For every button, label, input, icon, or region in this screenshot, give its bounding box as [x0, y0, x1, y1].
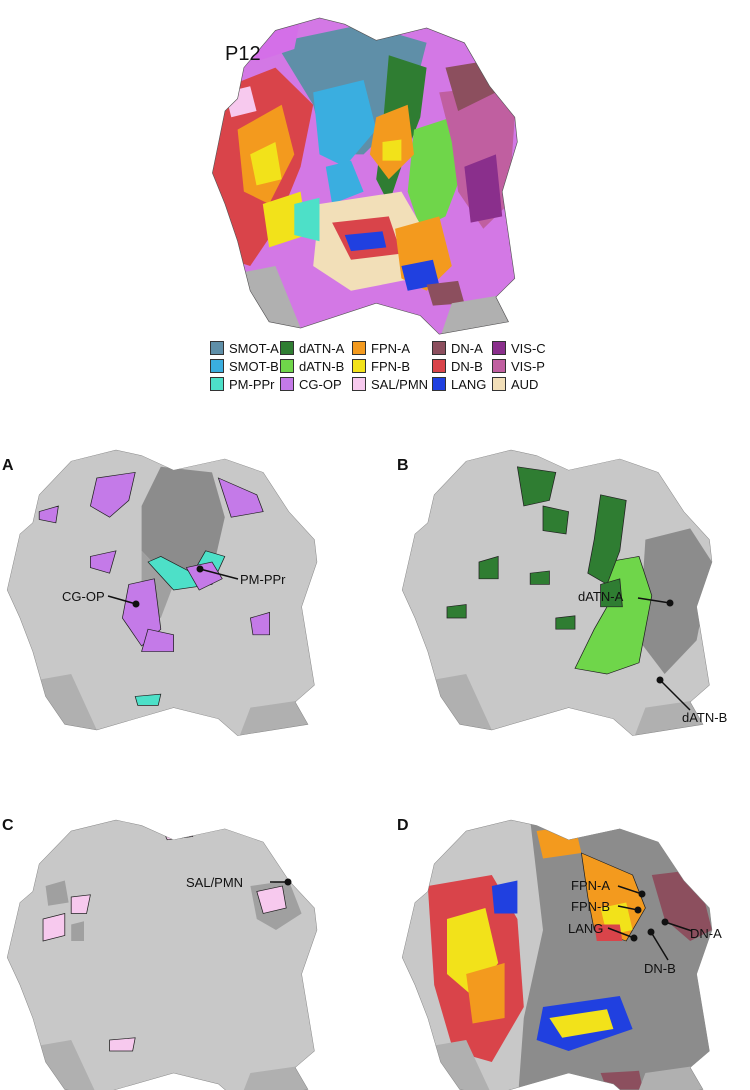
- panel-b-map: [401, 449, 713, 737]
- legend-item-lang: LANG: [432, 376, 486, 392]
- legend-swatch: [280, 359, 294, 373]
- legend-swatch: [432, 377, 446, 391]
- legend-item-vis-c: VIS-C: [492, 340, 546, 356]
- panel-d-dot-lang: [630, 934, 638, 942]
- panel-b-label-1: dATN-A: [578, 589, 624, 604]
- legend-label: DN-B: [451, 358, 483, 374]
- panel-a-letter: A: [2, 457, 14, 474]
- panel-a-label-2: CG-OP: [62, 589, 105, 604]
- panel-a-pointer-2: [107, 595, 137, 605]
- panel-d-map: [401, 819, 713, 1090]
- legend-swatch: [492, 359, 506, 373]
- panel-c-map: [6, 819, 318, 1090]
- subject-label: P12: [225, 43, 261, 65]
- legend-label: SMOT-A: [229, 340, 279, 356]
- panel-d-pointer-lang: [607, 927, 635, 939]
- panel-a-label-1: PM-PPr: [240, 572, 286, 587]
- panel-b-letter: B: [397, 457, 409, 474]
- legend-swatch: [492, 341, 506, 355]
- panel-a-pointer-1: [199, 568, 239, 580]
- legend-item-aud: AUD: [492, 376, 538, 392]
- legend-swatch: [432, 359, 446, 373]
- legend-item-dn-a: DN-A: [432, 340, 483, 356]
- panel-b-pointer-2: [659, 679, 691, 711]
- legend-item-dn-b: DN-B: [432, 358, 483, 374]
- legend-item-vis-p: VIS-P: [492, 358, 545, 374]
- panel-b-label-2: dATN-B: [682, 710, 727, 725]
- panel-d-dot-fpnb: [634, 906, 642, 914]
- legend-item-fpn-a: FPN-A: [352, 340, 410, 356]
- legend-label: FPN-A: [371, 340, 410, 356]
- panel-d-letter: D: [397, 817, 409, 834]
- legend-label: CG-OP: [299, 376, 342, 392]
- legend-label: SAL/PMN: [371, 376, 429, 392]
- legend-swatch: [352, 341, 366, 355]
- legend-label: dATN-B: [299, 358, 345, 374]
- legend-item-cg-op: CG-OP: [280, 376, 342, 392]
- legend-swatch: [352, 377, 366, 391]
- legend-label: AUD: [511, 376, 539, 392]
- legend-swatch: [280, 341, 294, 355]
- legend-item-datn-a: dATN-A: [280, 340, 344, 356]
- legend-swatch: [210, 377, 224, 391]
- panel-b-pointer-1: [637, 597, 671, 604]
- legend-label: dATN-A: [299, 340, 345, 356]
- panel-d-pointer-fpna: [617, 885, 643, 895]
- legend-item-smot-b: SMOT-B: [210, 358, 279, 374]
- panel-d-label-dna: DN-A: [690, 926, 722, 941]
- panel-d-dot-dna: [661, 918, 669, 926]
- panel-d-pointer-dnb: [650, 931, 669, 961]
- panel-a-dot-2: [132, 600, 140, 608]
- panel-c-letter: C: [2, 817, 14, 834]
- panel-d-dot-dnb: [647, 928, 655, 936]
- legend-label: DN-A: [451, 340, 483, 356]
- legend-item-smot-a: SMOT-A: [210, 340, 279, 356]
- legend-item-fpn-b: FPN-B: [352, 358, 410, 374]
- legend-swatch: [280, 377, 294, 391]
- network-legend: SMOT-A SMOT-B PM-PPr dATN-A dATN-B CG-OP…: [210, 340, 550, 394]
- panel-d-pointer-dna: [664, 921, 693, 932]
- legend-label: FPN-B: [371, 358, 410, 374]
- top-cortical-map: [211, 17, 518, 335]
- panel-d-label-dnb: DN-B: [644, 961, 676, 976]
- panel-a-map: [6, 449, 318, 737]
- panel-a-dot-1: [196, 565, 204, 573]
- panel-c-dot-1: [284, 878, 292, 886]
- legend-label: LANG: [451, 376, 487, 392]
- legend-swatch: [492, 377, 506, 391]
- legend-swatch: [352, 359, 366, 373]
- legend-swatch: [210, 359, 224, 373]
- legend-label: SMOT-B: [229, 358, 279, 374]
- legend-item-sal-pmn: SAL/PMN: [352, 376, 428, 392]
- legend-label: VIS-C: [511, 340, 546, 356]
- legend-label: VIS-P: [511, 358, 545, 374]
- panel-d-label-fpna: FPN-A: [571, 878, 610, 893]
- panel-b-dot-1: [666, 599, 674, 607]
- panel-d-dot-fpna: [638, 890, 646, 898]
- panel-c-label-1: SAL/PMN: [186, 875, 243, 890]
- legend-swatch: [210, 341, 224, 355]
- legend-item-datn-b: dATN-B: [280, 358, 344, 374]
- legend-item-pm-ppr: PM-PPr: [210, 376, 275, 392]
- panel-b-dot-2: [656, 676, 664, 684]
- panel-d-label-lang: LANG: [568, 921, 603, 936]
- legend-label: PM-PPr: [229, 376, 275, 392]
- legend-swatch: [432, 341, 446, 355]
- panel-d-label-fpnb: FPN-B: [571, 899, 610, 914]
